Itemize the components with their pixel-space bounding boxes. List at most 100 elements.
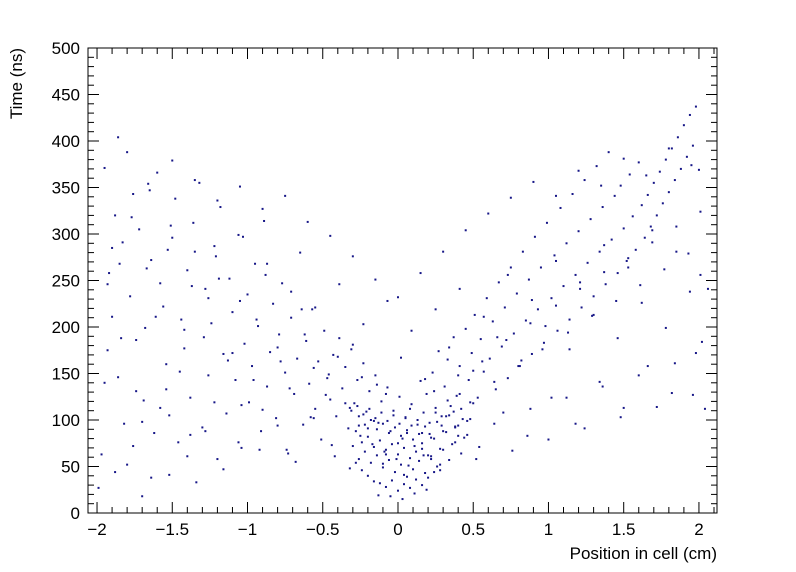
data-point — [424, 425, 427, 428]
data-point — [323, 329, 326, 332]
data-point — [118, 262, 121, 265]
data-point — [439, 447, 442, 450]
data-point — [422, 411, 425, 414]
data-point — [407, 464, 410, 467]
data-point — [354, 430, 357, 433]
data-point — [201, 426, 204, 429]
data-point — [238, 299, 241, 302]
data-point — [699, 273, 702, 276]
data-point — [586, 261, 589, 264]
data-point — [396, 453, 399, 456]
data-point — [442, 430, 445, 433]
data-point — [667, 147, 670, 150]
data-point — [472, 402, 475, 405]
data-point — [458, 287, 461, 290]
data-point — [341, 387, 344, 390]
data-point — [392, 414, 395, 417]
data-point — [401, 437, 404, 440]
data-point — [475, 458, 478, 461]
data-point — [299, 251, 302, 254]
data-point — [694, 352, 697, 355]
data-point — [703, 407, 706, 410]
data-point — [186, 455, 189, 458]
data-point — [378, 482, 381, 485]
data-point — [156, 171, 159, 174]
data-point — [393, 471, 396, 474]
data-point — [214, 255, 217, 258]
data-point — [427, 476, 430, 479]
data-point — [183, 328, 186, 331]
data-point — [500, 345, 503, 348]
data-point — [162, 305, 165, 308]
data-point — [225, 412, 228, 415]
data-point — [100, 453, 103, 456]
data-point — [413, 492, 416, 495]
data-point — [685, 155, 688, 158]
data-point — [556, 329, 559, 332]
data-point — [111, 246, 114, 249]
data-point — [442, 448, 445, 451]
data-point — [443, 385, 446, 388]
data-point — [375, 383, 378, 386]
data-point — [440, 424, 443, 427]
data-point — [386, 419, 389, 422]
data-point — [347, 427, 350, 430]
data-point — [664, 158, 667, 161]
data-point — [294, 460, 297, 463]
data-point — [460, 452, 463, 455]
data-point — [263, 219, 266, 222]
data-point — [243, 342, 246, 345]
data-point — [366, 427, 369, 430]
data-point — [409, 407, 412, 410]
data-point — [694, 105, 697, 108]
data-point — [652, 181, 655, 184]
data-point — [430, 458, 433, 461]
data-point — [353, 402, 356, 405]
data-point — [359, 434, 362, 437]
data-point — [284, 194, 287, 197]
data-point — [234, 379, 237, 382]
data-point — [389, 430, 392, 433]
data-point — [207, 374, 210, 377]
data-point — [421, 484, 424, 487]
data-point — [106, 283, 109, 286]
data-point — [562, 285, 565, 288]
data-point — [603, 271, 606, 274]
data-point — [494, 388, 497, 391]
data-point — [192, 221, 195, 224]
data-point — [380, 411, 383, 414]
data-point — [204, 430, 207, 433]
data-point — [369, 461, 372, 464]
data-point — [195, 481, 198, 484]
data-point — [651, 241, 654, 244]
data-point — [520, 359, 523, 362]
data-point — [368, 390, 371, 393]
data-point — [377, 421, 380, 424]
data-point — [272, 302, 275, 305]
data-point — [290, 316, 293, 319]
data-point — [637, 374, 640, 377]
data-point — [210, 322, 213, 325]
data-point — [598, 250, 601, 253]
data-point — [300, 308, 303, 311]
data-point — [374, 374, 377, 377]
data-point — [193, 179, 196, 182]
data-point — [290, 290, 293, 293]
data-point — [260, 430, 263, 433]
data-point — [428, 432, 431, 435]
data-point — [673, 362, 676, 365]
data-point — [627, 257, 630, 260]
data-point — [266, 262, 269, 265]
data-point — [369, 419, 372, 421]
data-point — [356, 405, 359, 408]
data-point — [308, 382, 311, 385]
data-point — [481, 360, 484, 363]
data-point — [663, 268, 666, 271]
data-point — [114, 471, 117, 474]
data-point — [338, 337, 341, 340]
data-point — [381, 466, 384, 469]
data-point — [303, 333, 306, 336]
data-point — [676, 136, 679, 139]
data-point — [362, 323, 365, 326]
data-point — [505, 339, 508, 342]
